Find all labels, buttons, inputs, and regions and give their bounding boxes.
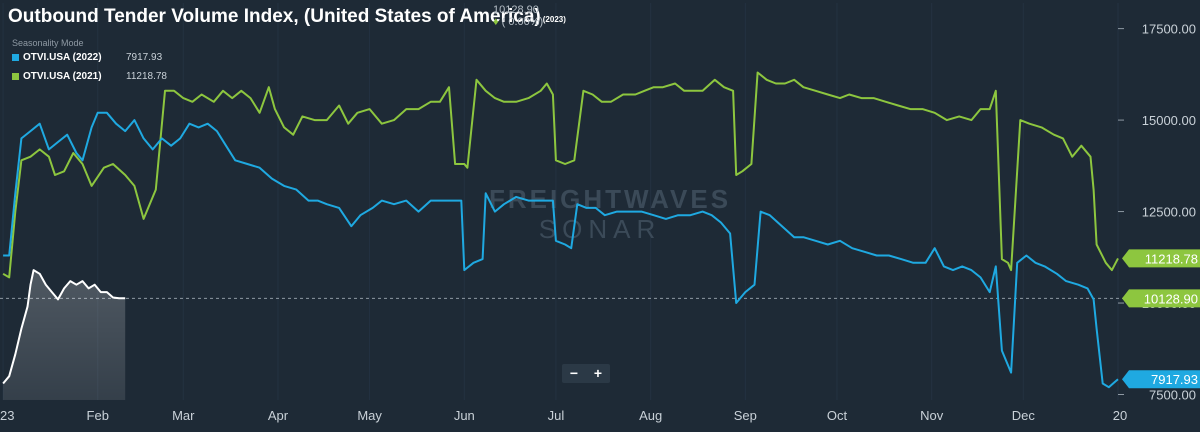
watermark-line2: SONAR: [539, 214, 661, 244]
gridlines: [2, 3, 1119, 400]
series-line-2023: [2, 269, 126, 385]
x-tick-label-11: Dec: [1012, 408, 1036, 423]
tag-2021-shape: [1122, 249, 1200, 268]
y-tick-label-4: 17500.00: [1142, 22, 1196, 37]
x-tick-label-7: Aug: [639, 408, 662, 423]
chart-title: Outbound Tender Volume Index, (United St…: [8, 6, 566, 28]
y-tick-label-3: 15000.00: [1142, 113, 1196, 128]
x-tick-label-9: Oct: [827, 408, 848, 423]
current-value: 10128.90: [493, 4, 539, 16]
watermark: FREIGHTWAVES SONAR: [489, 184, 731, 244]
series-area-2023: [3, 270, 126, 400]
legend-name-2021: OTVI.USA (2021): [23, 71, 102, 82]
x-tick-label-0: 23: [0, 408, 14, 423]
value-tags: 11218.78 10128.90 7917.93: [1122, 249, 1200, 389]
tag-reference-label: 10128.90: [1144, 291, 1198, 306]
x-tick-label-8: Sep: [734, 408, 757, 423]
series-line-2022: [3, 111, 1119, 389]
legend-name-2022: OTVI.USA (2022): [23, 52, 102, 63]
tag-reference-shape: [1122, 289, 1200, 308]
x-tick-label-10: Nov: [920, 408, 944, 423]
zoom-out-button[interactable]: −: [569, 365, 579, 381]
x-tick-label-4: May: [357, 408, 382, 423]
legend-swatch-2022: [12, 54, 19, 61]
title-text: Outbound Tender Volume Index, (United St…: [8, 6, 541, 27]
legend-item-2022[interactable]: OTVI.USA (2022) 7917.93: [12, 52, 162, 63]
zoom-in-button[interactable]: +: [593, 365, 603, 381]
zoom-controls: − +: [562, 364, 610, 383]
tag-2022-label: 7917.93: [1151, 372, 1198, 387]
series-line-2021: [2, 71, 1119, 279]
change-text: ( 0.00%): [501, 16, 544, 28]
legend-value-2022: 7917.93: [126, 52, 163, 63]
x-tick-label-3: Apr: [268, 408, 289, 423]
y-tick-label-0: 7500.00: [1149, 388, 1196, 403]
watermark-line1: FREIGHTWAVES: [489, 184, 731, 214]
x-tick-label-6: Jul: [548, 408, 565, 423]
x-tick-label-5: Jun: [454, 408, 475, 423]
change-readout: ♦( 0.00%): [493, 16, 543, 28]
x-tick-label-2: Mar: [172, 408, 195, 423]
x-tick-label-12: 20: [1113, 408, 1127, 423]
title-year: (2023): [542, 15, 566, 24]
y-tick-label-2: 12500.00: [1142, 205, 1196, 220]
change-arrow-icon: ♦: [493, 16, 499, 28]
x-axis: 23 Feb Mar Apr May Jun Jul Aug Sep Oct Nov Dec 20: [0, 408, 1127, 423]
legend-swatch-2021: [12, 73, 19, 80]
tag-2021-label: 11218.78: [1145, 251, 1198, 266]
x-tick-label-1: Feb: [87, 408, 109, 423]
seasonality-mode-label: Seasonality Mode: [12, 38, 84, 48]
tag-2022-shape: [1122, 370, 1200, 389]
legend-value-2021: 11218.78: [126, 71, 167, 82]
legend-item-2021[interactable]: OTVI.USA (2021) 11218.78: [12, 71, 167, 82]
